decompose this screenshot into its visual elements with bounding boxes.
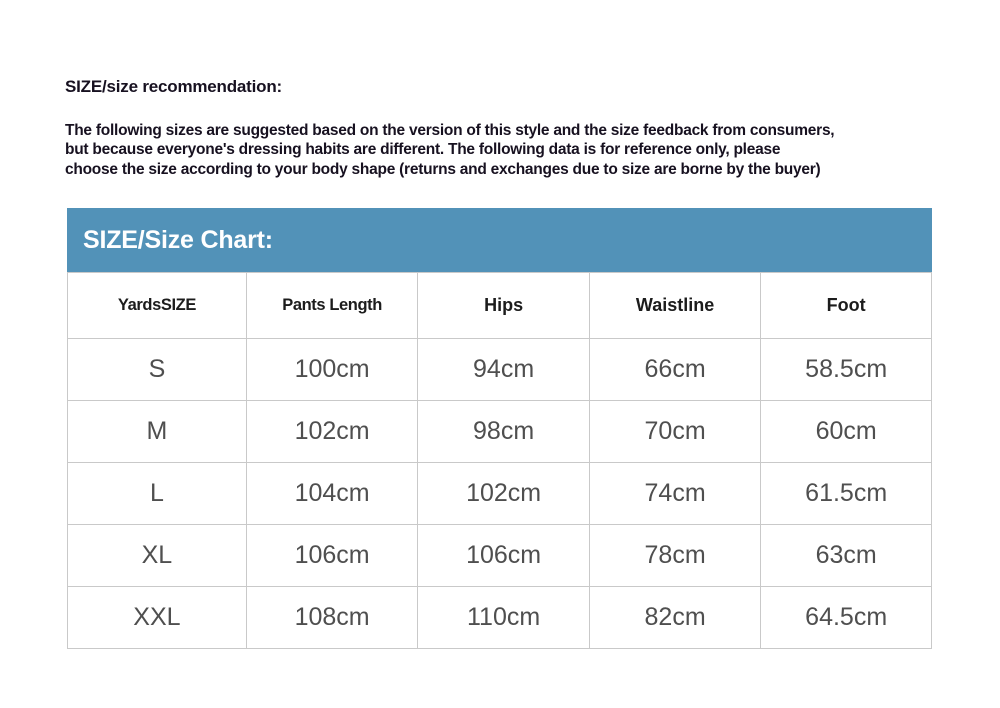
size-cell: XL xyxy=(67,524,247,587)
size-recommendation-text: The following sizes are suggested based … xyxy=(65,121,835,179)
value-cell: 61.5cm xyxy=(760,462,932,525)
value-cell: 60cm xyxy=(760,400,932,463)
value-cell: 70cm xyxy=(588,400,762,463)
table-row-xl: XL 106cm 106cm 78cm 63cm xyxy=(67,524,932,587)
value-cell: 82cm xyxy=(588,586,762,649)
size-cell: L xyxy=(67,462,247,525)
value-cell: 104cm xyxy=(245,462,419,525)
table-row-l: L 104cm 102cm 74cm 61.5cm xyxy=(67,462,932,525)
value-cell: 63cm xyxy=(760,524,932,587)
value-cell: 106cm xyxy=(417,524,590,587)
value-cell: 94cm xyxy=(417,338,590,401)
value-cell: 74cm xyxy=(588,462,762,525)
size-cell: S xyxy=(67,338,247,401)
value-cell: 102cm xyxy=(245,400,419,463)
value-cell: 108cm xyxy=(245,586,419,649)
value-cell: 106cm xyxy=(245,524,419,587)
column-header-waistline: Waistline xyxy=(588,272,762,339)
size-chart-title: SIZE/Size Chart: xyxy=(83,225,273,254)
intro-line: choose the size according to your body s… xyxy=(65,160,821,178)
value-cell: 58.5cm xyxy=(760,338,932,401)
column-header-hips: Hips xyxy=(417,272,590,339)
size-cell: XXL xyxy=(67,586,247,649)
column-header-size: YardsSIZE xyxy=(67,272,247,339)
value-cell: 110cm xyxy=(417,586,590,649)
table-row-xxl: XXL 108cm 110cm 82cm 64.5cm xyxy=(67,586,932,649)
value-cell: 98cm xyxy=(417,400,590,463)
table-row-s: S 100cm 94cm 66cm 58.5cm xyxy=(67,338,932,401)
size-chart-table: YardsSIZE Pants Length Hips Waistline Fo… xyxy=(67,272,932,649)
value-cell: 100cm xyxy=(245,338,419,401)
column-header-foot: Foot xyxy=(760,272,932,339)
value-cell: 64.5cm xyxy=(760,586,932,649)
table-row-m: M 102cm 98cm 70cm 60cm xyxy=(67,400,932,463)
size-cell: M xyxy=(67,400,247,463)
intro-line: The following sizes are suggested based … xyxy=(65,122,835,139)
value-cell: 66cm xyxy=(588,338,762,401)
table-header-row: YardsSIZE Pants Length Hips Waistline Fo… xyxy=(67,272,932,339)
size-chart-title-bar: SIZE/Size Chart: xyxy=(67,208,932,272)
value-cell: 102cm xyxy=(417,462,590,525)
column-header-pants-length: Pants Length xyxy=(245,272,419,339)
intro-line: but because everyone's dressing habits a… xyxy=(65,141,781,159)
value-cell: 78cm xyxy=(588,524,762,587)
page-title: SIZE/size recommendation: xyxy=(65,77,282,96)
